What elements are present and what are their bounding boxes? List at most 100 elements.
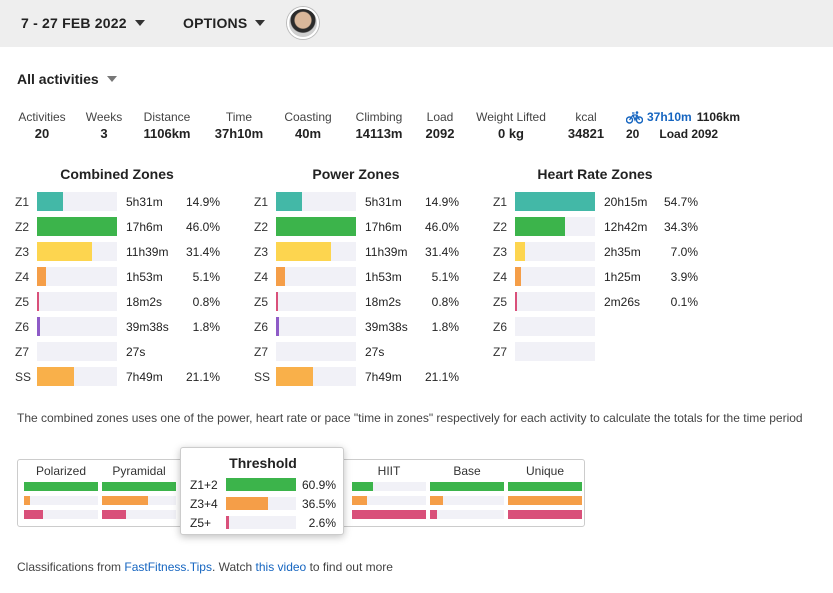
stat-label: Weeks: [85, 110, 123, 124]
ride-duration[interactable]: 37h10m: [647, 110, 692, 124]
zone-time: 12h42m: [604, 220, 648, 234]
combined-zone-row: Z5 18m2s 0.8%: [15, 292, 225, 311]
stat-value: 0 kg: [497, 126, 524, 141]
zone-bar-track: [515, 192, 595, 211]
zone-label: Z4: [15, 270, 30, 284]
zone-percent: 1.8%: [431, 320, 459, 334]
zone-label: Z1: [493, 195, 508, 209]
stat-load: Load 2092: [421, 110, 459, 141]
zone-bar-track: [37, 367, 117, 386]
classification-bar-fill: [102, 482, 176, 491]
activities-filter[interactable]: All activities: [17, 71, 117, 87]
zone-bar-track: [37, 292, 117, 311]
zone-label: Z3: [493, 245, 508, 259]
zone-time: 17h6m: [365, 220, 402, 234]
zone-bar-fill: [276, 317, 280, 336]
zone-time: 20h15m: [604, 195, 648, 209]
zone-bar-fill: [276, 367, 313, 386]
zone-bar-track: [515, 267, 595, 286]
hr-zone-row: Z6: [493, 317, 703, 336]
zone-percent: 14.9%: [424, 195, 459, 209]
date-range-label: 7 - 27 FEB 2022: [21, 15, 127, 31]
combined-zone-row: Z3 11h39m 31.4%: [15, 242, 225, 261]
ride-summary: 37h10m 1106km 20 Load 2092: [626, 110, 740, 141]
zone-label: Z3: [15, 245, 30, 259]
classification-title: HIIT: [377, 464, 401, 478]
hr-zone-row: Z7: [493, 342, 703, 361]
zone-bar-track: [276, 217, 356, 236]
zone-bar-track: [515, 217, 595, 236]
zone-bar-track: [515, 317, 595, 336]
zone-bar-fill: [276, 242, 331, 261]
classification-title: Unique: [525, 464, 565, 478]
popup-bar-fill: [226, 478, 296, 491]
stat-label: Time: [225, 110, 253, 124]
classification-bar-track: [24, 482, 98, 491]
chevron-down-icon: [255, 20, 266, 26]
combined-zone-row: Z6 39m38s 1.8%: [15, 317, 225, 336]
classification-bar-fill: [24, 496, 30, 505]
zone-time: 39m38s: [365, 320, 408, 334]
zone-bar-track: [37, 267, 117, 286]
zone-bar-fill: [276, 292, 278, 311]
zone-bar-track: [515, 292, 595, 311]
popup-row: Z3+4 36.5%: [181, 497, 345, 511]
zone-bar-track: [276, 267, 356, 286]
zone-time: 7h49m: [365, 370, 402, 384]
zone-percent: 1.8%: [192, 320, 220, 334]
stat-distance: Distance 1106km: [138, 110, 196, 141]
ride-load: Load 2092: [659, 127, 719, 141]
popup-row: Z5+ 2.6%: [181, 516, 345, 530]
avatar[interactable]: [287, 7, 319, 39]
zone-time: 7h49m: [126, 370, 163, 384]
zone-time: 11h39m: [365, 245, 408, 259]
zone-label: SS: [254, 370, 271, 384]
popup-row-label: Z3+4: [190, 497, 218, 511]
zone-time: 18m2s: [126, 295, 163, 309]
options-menu[interactable]: OPTIONS: [183, 15, 266, 31]
video-link[interactable]: this video: [255, 560, 307, 574]
fastfitness-link[interactable]: FastFitness.Tips: [124, 560, 212, 574]
zone-time: 5h31m: [126, 195, 163, 209]
footer-suffix: to find out more: [306, 560, 393, 574]
classification-bar-track: [102, 510, 176, 519]
popup-row-value: 60.9%: [301, 478, 336, 492]
zone-bar-track: [515, 342, 595, 361]
classification-bar-track: [352, 496, 426, 505]
stat-time: Time 37h10m: [210, 110, 268, 141]
threshold-popup: Threshold Z1+2 60.9% Z3+4 36.5% Z5+ 2.6%: [180, 447, 344, 535]
power-zone-row: Z6 39m38s 1.8%: [254, 317, 464, 336]
hr-zone-row: Z3 2h35m 7.0%: [493, 242, 703, 261]
popup-row-label: Z5+: [190, 516, 212, 530]
power-zone-row: Z5 18m2s 0.8%: [254, 292, 464, 311]
zone-time: 1h25m: [604, 270, 641, 284]
classification-bar-fill: [508, 482, 582, 491]
zone-percent: 31.4%: [424, 245, 459, 259]
zone-bar-track: [276, 242, 356, 261]
power-zone-row: SS 7h49m 21.1%: [254, 367, 464, 386]
zone-label: Z3: [254, 245, 269, 259]
zone-percent: 34.3%: [663, 220, 698, 234]
hr-zone-row: Z5 2m26s 0.1%: [493, 292, 703, 311]
date-range-menu[interactable]: 7 - 27 FEB 2022: [21, 15, 145, 31]
classification-bar-track: [508, 510, 582, 519]
stat-value: 20: [34, 126, 50, 141]
combined-zone-row: Z2 17h6m 46.0%: [15, 217, 225, 236]
zone-percent: 5.1%: [431, 270, 459, 284]
classification-bar-fill: [352, 496, 367, 505]
zone-label: Z5: [15, 295, 30, 309]
zone-time: 1h53m: [365, 270, 402, 284]
zone-bar-track: [515, 242, 595, 261]
popup-row-value: 2.6%: [308, 516, 336, 530]
classification-bar-track: [102, 482, 176, 491]
stat-value: 3: [100, 126, 108, 141]
footer-prefix: Classifications from: [17, 560, 125, 574]
zone-bar-track: [37, 242, 117, 261]
combined-zone-row: Z1 5h31m 14.9%: [15, 192, 225, 211]
popup-bar-fill: [226, 497, 268, 510]
classification-bar-track: [508, 496, 582, 505]
hr-zone-row: Z1 20h15m 54.7%: [493, 192, 703, 211]
stat-label: Coasting: [284, 110, 332, 124]
zone-label: Z1: [15, 195, 30, 209]
zone-time: 11h39m: [126, 245, 169, 259]
